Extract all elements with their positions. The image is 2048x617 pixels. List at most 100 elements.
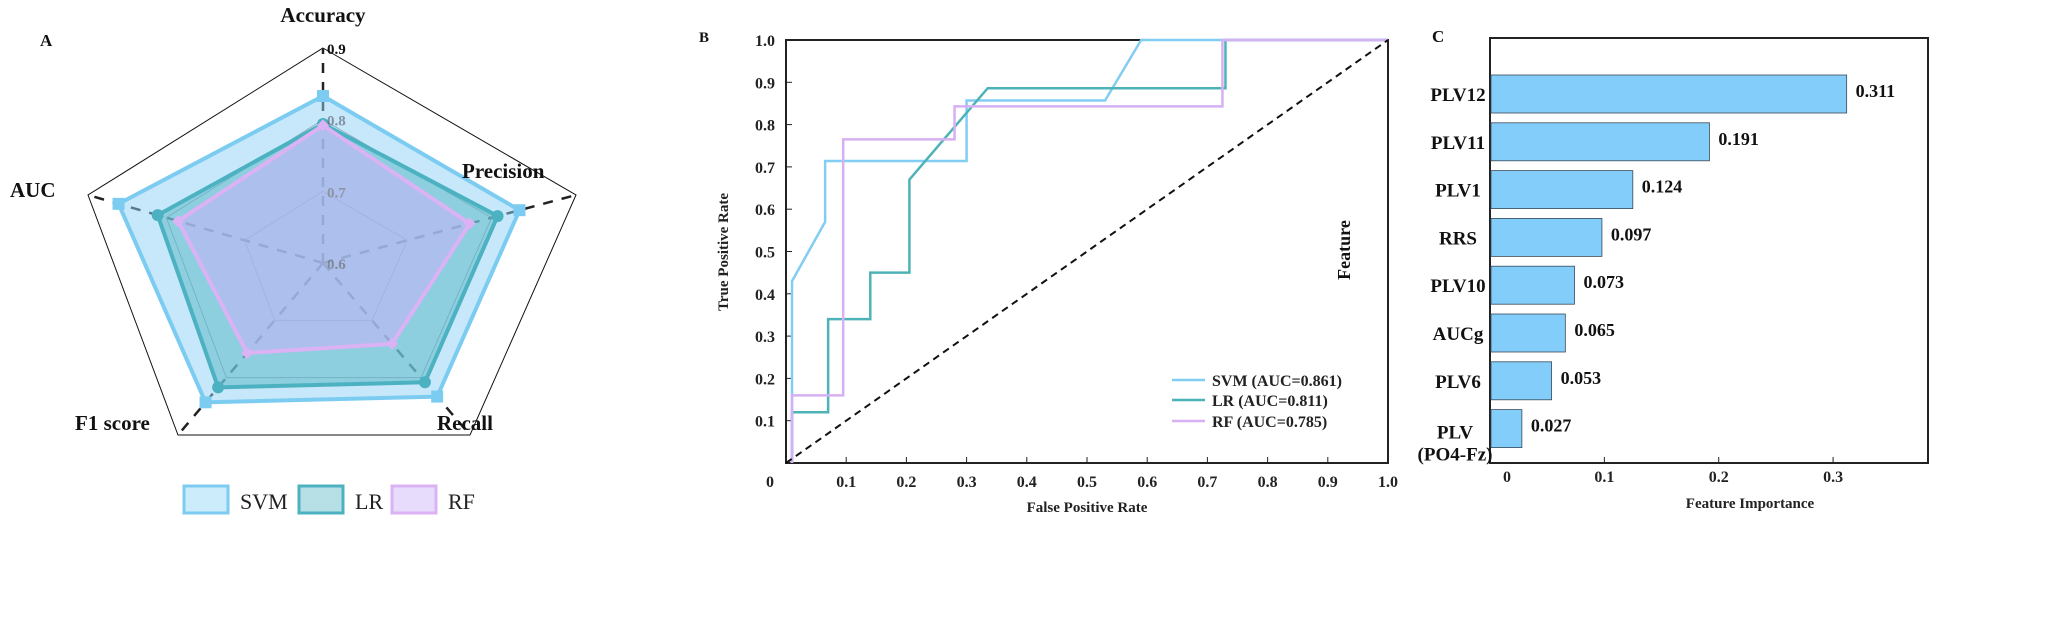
radar-point-rf <box>317 119 329 132</box>
bar-x-tick-label: 0 <box>1503 469 1511 486</box>
radar-point-svm <box>513 204 526 217</box>
bar-plv1 <box>1490 170 1634 210</box>
radar-point-lr <box>212 381 225 394</box>
legend-swatch-svm <box>182 484 230 515</box>
roc-curve-chance <box>785 39 1389 464</box>
bar-value-label: 0.097 <box>1611 224 1652 244</box>
roc-y-tick-label: 1.0 <box>755 33 775 50</box>
feature-importance-chart: 0 0.1 0.2 0.30.311PLV120.191PLV110.124PLV10… <box>1418 37 1929 486</box>
bar-category-label: AUCg <box>1433 324 1484 345</box>
radar-axis-label-precision: Precision <box>462 159 545 183</box>
radar-axis-label-accuracy: Accuracy <box>280 3 366 27</box>
roc-x-tick-label: 0.4 <box>1017 474 1037 491</box>
roc-curve-rf <box>790 38 1388 463</box>
roc-y-tick-label: 0.8 <box>755 118 775 135</box>
bar-x-tick-label: 0.1 <box>1594 469 1614 486</box>
radar-tick-label: 0.8 <box>327 114 346 130</box>
radar-chart: 0.6 0.7 0.8 0.9 Accuracy Precision Recall F1 sc… <box>10 3 577 515</box>
roc-y-axis-title: True Positive Rate <box>716 193 732 311</box>
legend-swatch-lr <box>297 484 345 515</box>
radar-series-group <box>112 90 526 409</box>
radar-point-svm <box>317 90 329 103</box>
roc-legend-label-rf: RF (AUC=0.785) <box>1212 414 1327 431</box>
roc-chart: 0.1 0.2 0.3 0.4 0.5 0.6 0.7 0.8 0.9 1.0 0.1 0.2 0.3 0… <box>755 33 1398 491</box>
bar-aucg <box>1490 313 1566 353</box>
bar-value-label: 0.027 <box>1531 416 1572 436</box>
roc-legend-label-svm: SVM (AUC=0.861) <box>1212 373 1342 390</box>
roc-curve-svm <box>790 38 1388 463</box>
bar-x-tick-label: 0.2 <box>1709 469 1729 486</box>
bar-category-label: PLV11 <box>1431 133 1485 154</box>
roc-y-tick-label: 0.7 <box>755 160 775 177</box>
bar-y-axis-title: Feature <box>1334 220 1354 280</box>
panel-label-a: A <box>40 31 53 50</box>
bar-x-tick-label: 0.3 <box>1823 469 1843 486</box>
bar-plv11 <box>1490 122 1710 162</box>
roc-x-tick-label: 0.6 <box>1137 474 1157 491</box>
radar-tick-label: 0.7 <box>327 185 346 201</box>
legend-label-svm: SVM <box>240 489 288 514</box>
roc-x-axis-title: False Positive Rate <box>1027 500 1148 516</box>
roc-y-tick-label: 0.4 <box>755 287 775 304</box>
radar-axis-label-auc: AUC <box>10 178 56 202</box>
roc-x-tick-label: 0.5 <box>1077 474 1097 491</box>
bar-value-label: 0.073 <box>1583 272 1624 292</box>
roc-x-tick-label: 0.1 <box>836 474 856 491</box>
radar-point-rf <box>386 337 399 350</box>
radar-point-rf <box>172 215 185 228</box>
bar-category-label: PLV1 <box>1435 181 1481 202</box>
bar-plv12 <box>1490 74 1848 114</box>
roc-legend-label-lr: LR (AUC=0.811) <box>1212 393 1328 410</box>
roc-x-tick-label: 0.7 <box>1197 474 1217 491</box>
roc-x-tick-label: 0.3 <box>957 474 977 491</box>
roc-y-tick-label: 0.3 <box>755 329 775 346</box>
roc-x-tick-label: 0.8 <box>1258 474 1278 491</box>
radar-area-rf <box>176 123 472 356</box>
radar-point-svm <box>112 197 125 210</box>
roc-x-tick-label: 1.0 <box>1378 474 1398 491</box>
radar-axis-label-recall: Recall <box>437 411 493 435</box>
bar-rrs <box>1490 217 1603 257</box>
roc-y-tick-label: 0.6 <box>755 202 775 219</box>
radar-point-lr <box>491 210 504 223</box>
bar-x-axis-title: Feature Importance <box>1686 496 1815 512</box>
roc-x-tick-label: 0.2 <box>896 474 916 491</box>
bar-category-label-line2: (PO4-Fz) <box>1418 445 1493 466</box>
radar-point-lr <box>418 376 431 389</box>
panel-label-c: C <box>1432 27 1444 46</box>
roc-y-tick-label: 0.2 <box>755 371 775 388</box>
bar-category-label: RRS <box>1439 228 1477 249</box>
bar-value-label: 0.191 <box>1718 129 1759 149</box>
bar-category-label: PLV6 <box>1435 372 1481 393</box>
bar-plv <box>1490 409 1523 449</box>
bar-value-label: 0.311 <box>1856 81 1896 101</box>
roc-y-tick-label: 0.9 <box>755 75 775 92</box>
radar-point-lr <box>151 209 164 222</box>
radar-tick-label: 0.9 <box>327 42 346 58</box>
radar-tick-label: 0.6 <box>327 257 346 273</box>
legend-label-rf: RF <box>448 489 475 514</box>
bar-category-label: PLV <box>1437 423 1474 444</box>
radar-axis-label-f1-score: F1 score <box>75 411 150 435</box>
radar-point-svm <box>199 396 212 409</box>
roc-origin-label: 0 <box>766 474 774 491</box>
radar-point-rf <box>241 347 254 360</box>
bar-plot-frame <box>1489 37 1929 464</box>
roc-y-tick-label: 0.1 <box>755 414 775 431</box>
roc-y-tick-label: 0.5 <box>755 245 775 262</box>
bar-plv10 <box>1490 265 1575 305</box>
bar-category-label: PLV10 <box>1430 276 1485 297</box>
radar-outer-ring <box>87 47 577 436</box>
radar-point-rf <box>463 217 476 230</box>
legend-label-lr: LR <box>355 489 383 514</box>
roc-x-tick-label: 0.9 <box>1318 474 1338 491</box>
radar-point-svm <box>431 390 444 403</box>
bar-plv6 <box>1490 361 1553 401</box>
bar-value-label: 0.053 <box>1561 368 1602 388</box>
bar-category-label: PLV12 <box>1430 85 1485 106</box>
legend-swatch-rf <box>390 484 438 515</box>
bar-value-label: 0.124 <box>1642 177 1683 197</box>
bar-value-label: 0.065 <box>1574 320 1615 340</box>
panel-label-b: B <box>699 30 709 46</box>
